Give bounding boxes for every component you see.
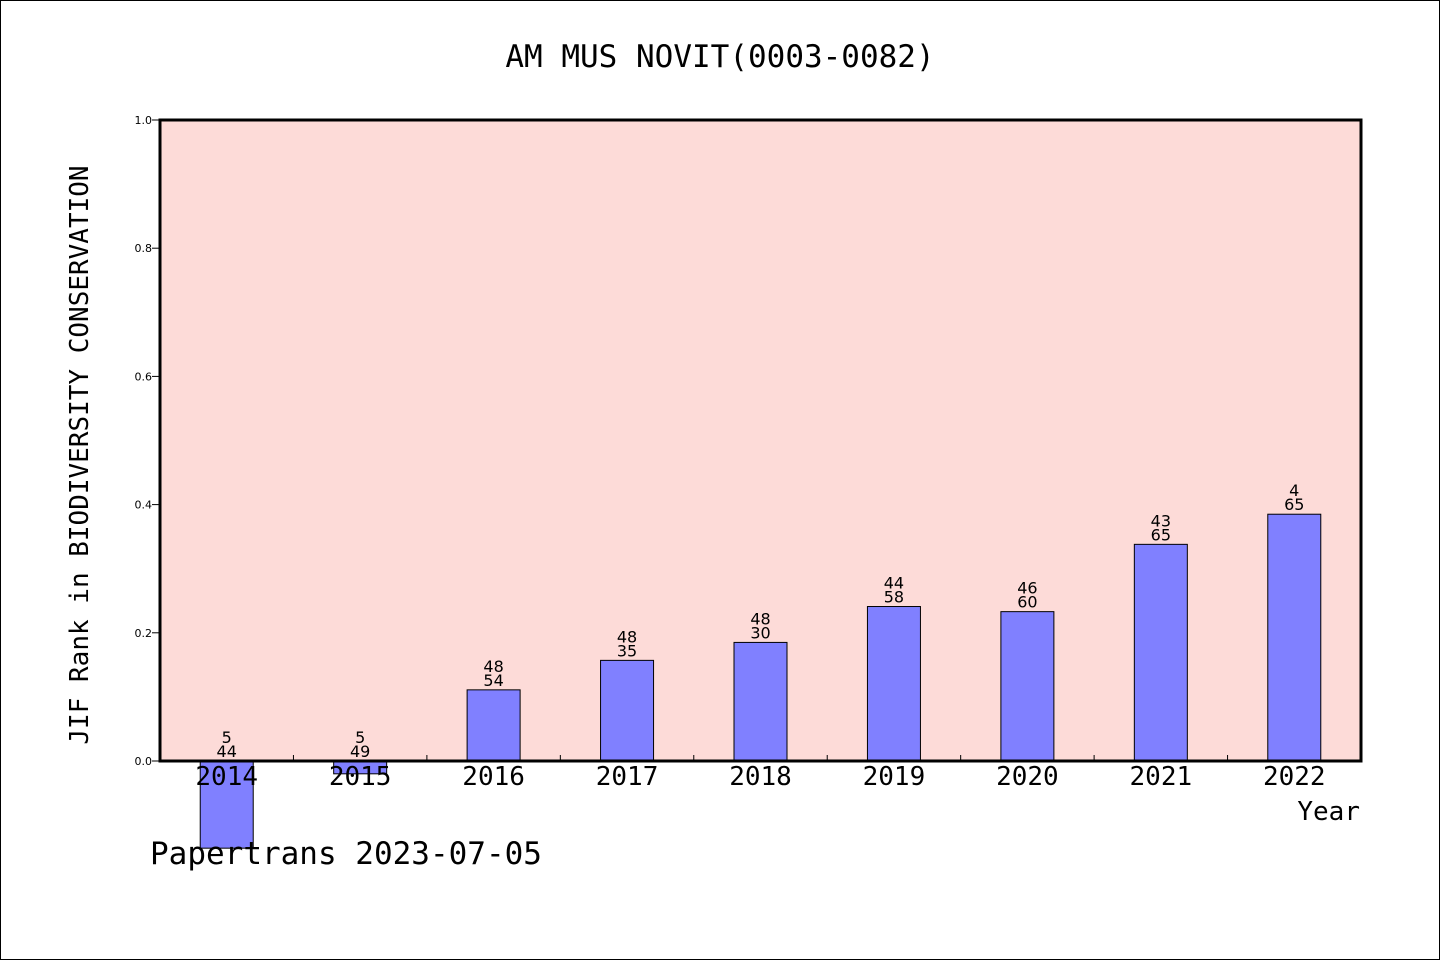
data-label-top-2021: 43 [1151,511,1171,530]
data-label-top-2019: 44 [884,574,904,593]
x-tick-label-2017: 2017 [596,762,659,792]
chart-title: AM MUS NOVIT(0003-0082) [505,39,934,75]
x-tick-label-2018: 2018 [729,762,792,792]
labels-layer: 2014544201554920164854201748352018483020… [195,481,1325,792]
data-label-top-2022: 4 [1289,481,1299,500]
x-tick-label-2016: 2016 [462,762,525,792]
x-tick-label-2019: 2019 [863,762,926,792]
axis-layer: 0.0 0.2 0.4 0.6 0.8 1.0 [135,114,1229,768]
y-axis-label: JIF Rank in BIODIVERSITY CONSERVATION [65,165,95,744]
footer-text: Papertrans 2023-07-05 [150,836,542,872]
x-tick-label-2022: 2022 [1263,762,1326,792]
data-label-bottom-2021: 65 [1151,525,1171,544]
y-tick-label-3: 0.6 [135,370,153,383]
data-label-bottom-2016: 54 [483,671,503,690]
data-label-top-2014: 5 [222,728,232,747]
y-tick-label-1: 0.2 [135,627,153,640]
bar-2018 [733,641,788,762]
data-label-bottom-2014: 44 [217,742,237,761]
data-label-top-2018: 48 [750,609,770,628]
x-tick-label-2021: 2021 [1130,762,1193,792]
data-label-top-2017: 48 [617,627,637,646]
data-label-bottom-2022: 65 [1284,495,1304,514]
bar-2016 [466,689,521,762]
x-tick-label-2015: 2015 [329,762,392,792]
bar-2019 [866,606,921,762]
bar-2020 [1000,611,1055,762]
bar-2017 [600,659,655,762]
bars-layer [199,513,1322,849]
x-tick-label-2014: 2014 [195,762,258,792]
bar-2022 [1267,513,1322,762]
y-tick-label-2: 0.4 [135,499,153,512]
plot-frame [158,118,1363,763]
data-label-top-2016: 48 [483,657,503,676]
bar-2021 [1133,543,1188,762]
x-axis-label: Year [1297,797,1360,827]
data-label-bottom-2018: 30 [750,623,770,642]
data-label-bottom-2020: 60 [1017,593,1037,612]
data-label-bottom-2017: 35 [617,641,637,660]
x-tick-label-2020: 2020 [996,762,1059,792]
y-tick-label-4: 0.8 [135,242,153,255]
data-label-top-2020: 46 [1017,579,1037,598]
data-label-top-2015: 5 [355,728,365,747]
data-label-bottom-2015: 49 [350,742,370,761]
data-label-bottom-2019: 58 [884,588,904,607]
y-tick-label-5: 1.0 [135,114,153,127]
y-tick-label-0: 0.0 [135,755,153,768]
